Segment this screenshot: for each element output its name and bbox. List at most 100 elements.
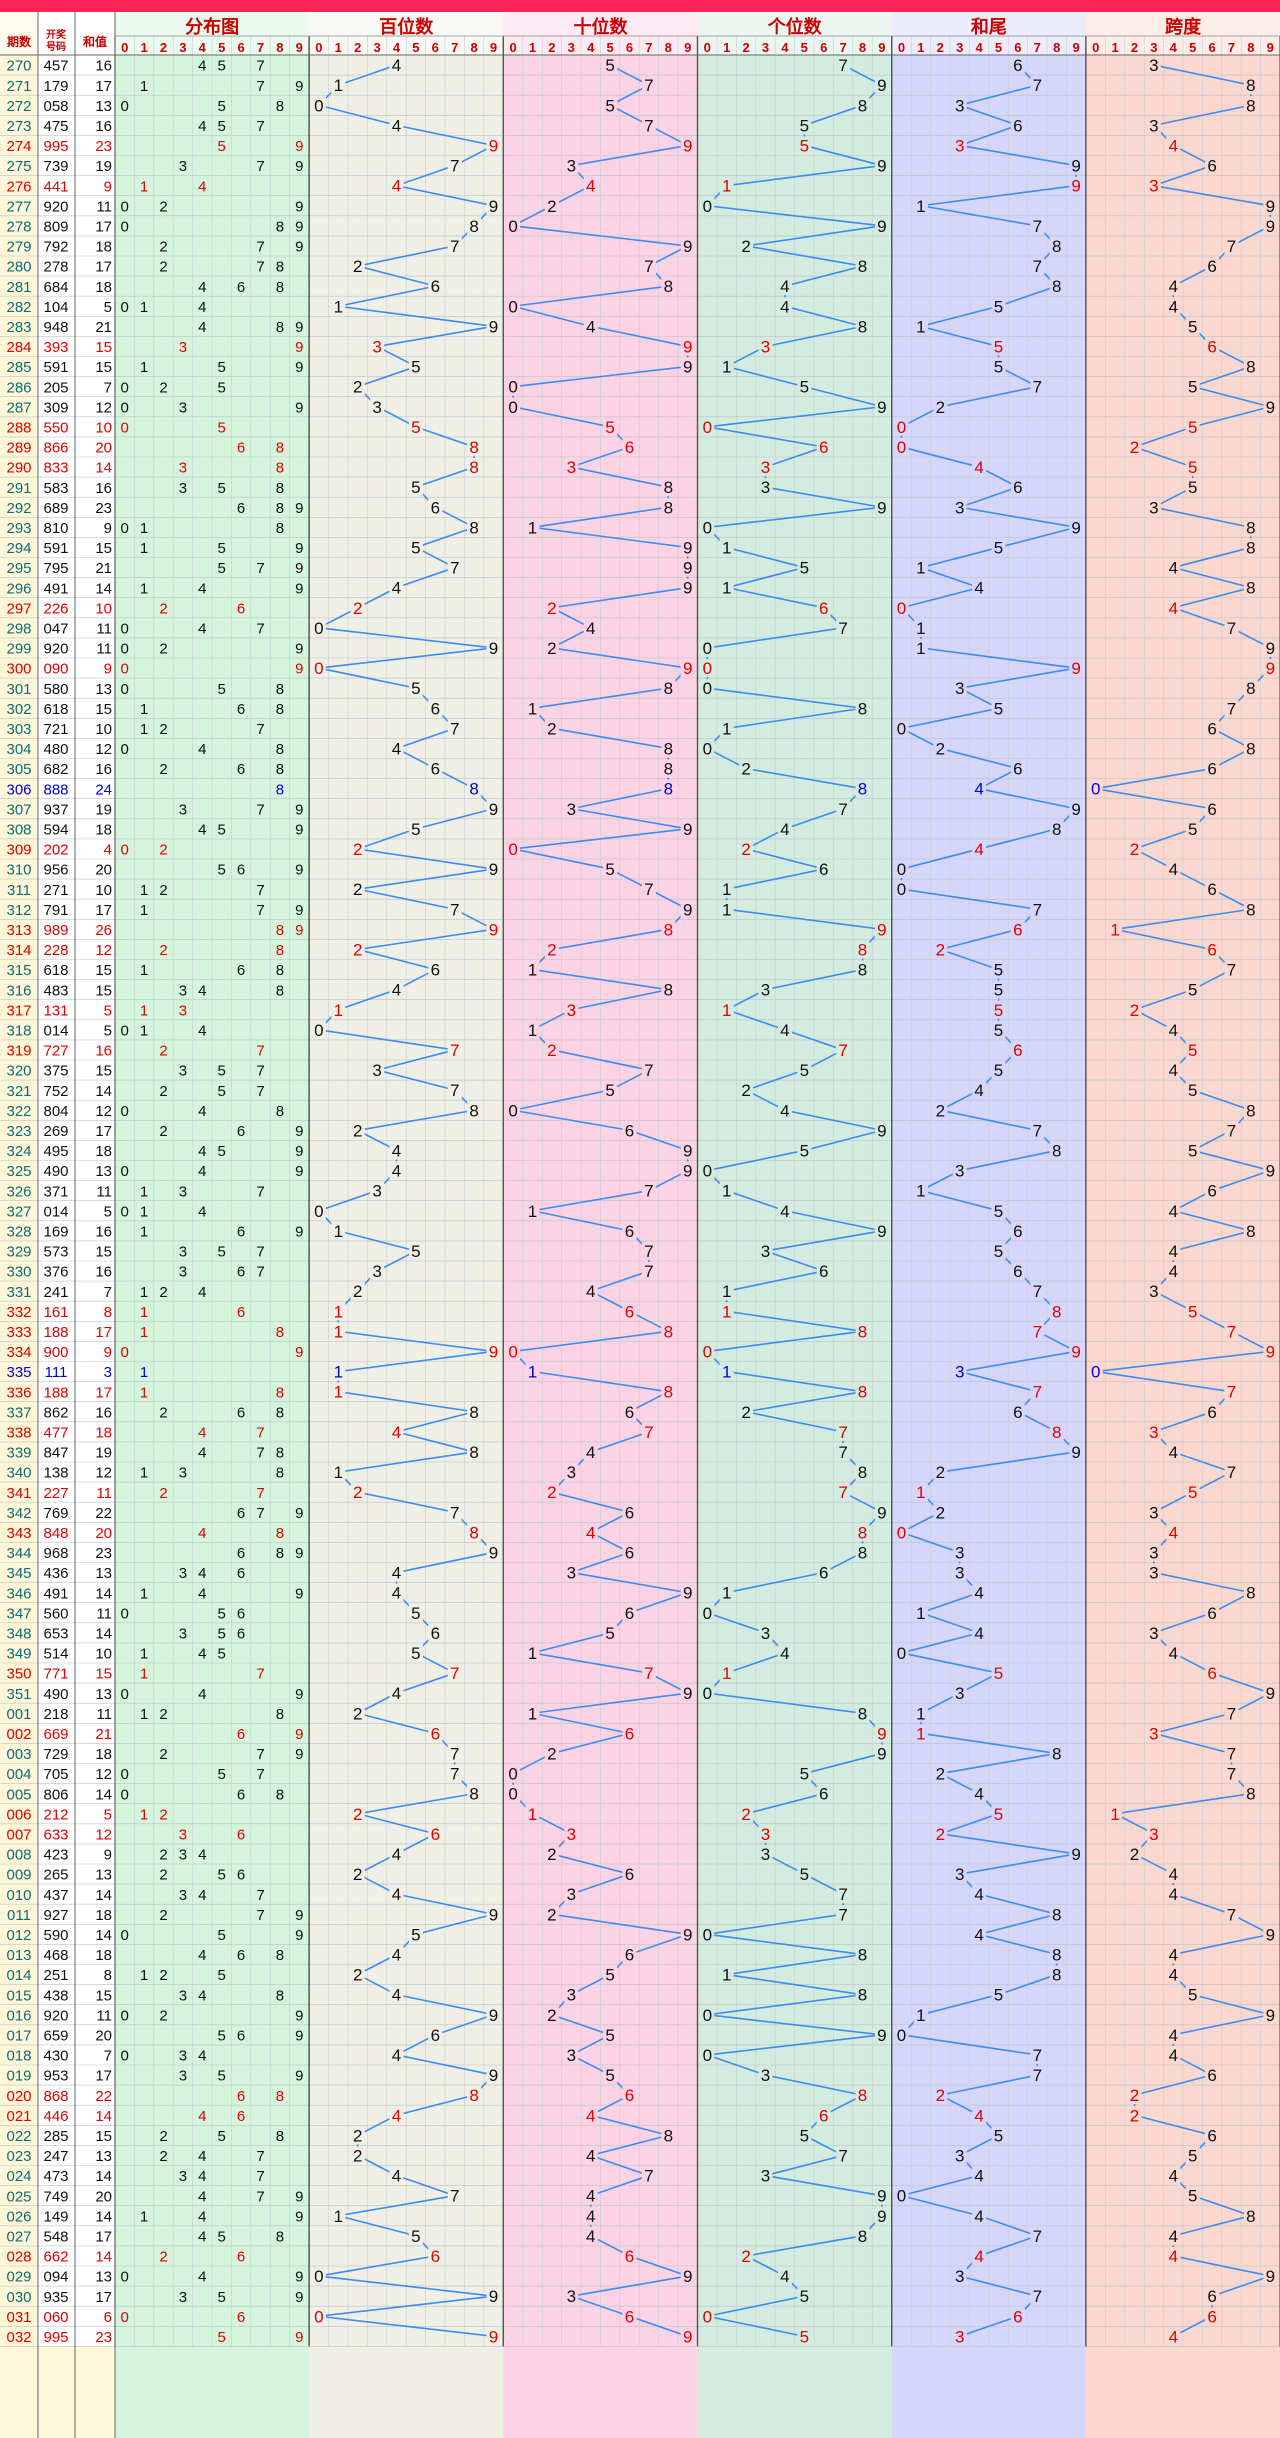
trend-mark-bg	[428, 498, 443, 517]
trend-mark-bg	[389, 578, 404, 597]
dist-mark: 9	[295, 821, 303, 838]
dist-mark: 1	[140, 1022, 148, 1039]
trend-mark-bg	[1205, 1181, 1220, 1200]
trend-mark-bg	[836, 56, 851, 75]
dist-mark: 8	[276, 1384, 284, 1401]
trend-mark: 8	[664, 1322, 673, 1341]
trend-mark-bg	[680, 900, 695, 919]
trend-mark-bg	[661, 759, 676, 778]
trend-mark: 4	[1169, 1202, 1178, 1221]
trend-mark: 4	[586, 317, 595, 336]
period-cell: 277	[6, 198, 31, 215]
trend-mark-bg	[622, 1221, 637, 1240]
period-cell: 304	[6, 741, 31, 758]
trend-mark: 9	[877, 920, 886, 939]
period-cell: 331	[6, 1284, 31, 1301]
draw-cell: 580	[43, 681, 68, 698]
panel-title-2: 十位数	[574, 16, 629, 37]
dist-mark: 9	[295, 1927, 303, 1944]
trend-mark-bg	[855, 1543, 870, 1562]
grid	[0, 12, 1280, 2438]
trend-mark-bg	[855, 2226, 870, 2245]
trend-mark: 2	[936, 1503, 945, 1522]
dist-mark: 1	[140, 721, 148, 738]
dist-mark: 9	[295, 198, 303, 215]
trend-mark: 4	[974, 1081, 983, 1100]
trend-mark-bg	[836, 1905, 851, 1924]
trend-mark-bg	[1127, 1000, 1142, 1019]
draw-cell: 436	[43, 1565, 68, 1582]
trend-mark-bg	[564, 2045, 579, 2064]
period-cell: 301	[6, 681, 31, 698]
period-cell: 274	[6, 138, 31, 155]
trend-mark-bg	[855, 1463, 870, 1482]
panel-0-digit-3: 3	[179, 40, 186, 55]
panel-4-digit-7: 7	[1034, 40, 1041, 55]
trend-mark-bg	[661, 779, 676, 798]
trend-mark: 2	[353, 1966, 362, 1985]
sum-cell: 7	[104, 2048, 112, 2065]
trend-mark: 2	[353, 1704, 362, 1723]
trend-mark: 0	[703, 1925, 712, 1944]
trend-mark-bg	[389, 1844, 404, 1863]
dist-mark: 8	[276, 480, 284, 497]
trend-mark: 4	[780, 1021, 789, 1040]
trend-mark-bg	[758, 1241, 773, 1260]
panel-4-digit-0: 0	[898, 40, 905, 55]
trend-mark: 6	[431, 699, 440, 718]
dist-mark: 1	[140, 882, 148, 899]
dist-mark: 3	[179, 480, 187, 497]
trend-mark-bg	[758, 1824, 773, 1843]
dist-mark: 3	[179, 1987, 187, 2004]
trend-mark: 4	[1169, 2247, 1178, 2266]
sum-cell: 16	[95, 1264, 112, 1281]
draw-cell: 888	[43, 781, 68, 798]
trend-mark-bg	[1243, 739, 1258, 758]
trend-mark-bg	[564, 156, 579, 175]
trend-mark: 0	[703, 639, 712, 658]
dist-mark: 7	[256, 1424, 264, 1441]
trend-mark: 5	[1188, 1041, 1197, 1060]
trend-mark: 2	[353, 880, 362, 899]
dist-mark: 9	[295, 922, 303, 939]
trend-mark-bg	[544, 940, 559, 959]
draw-cell: 669	[43, 1726, 68, 1743]
trend-mark-bg	[855, 699, 870, 718]
sum-cell: 7	[104, 379, 112, 396]
trend-mark-bg	[467, 1523, 482, 1542]
trend-mark-bg	[1263, 196, 1278, 215]
trend-mark-bg	[1010, 1402, 1025, 1421]
draw-cell: 446	[43, 2108, 68, 2125]
trend-mark-bg	[311, 659, 326, 678]
draw-cell: 131	[43, 1002, 68, 1019]
period-cell: 315	[6, 962, 31, 979]
trend-mark-bg	[603, 860, 618, 879]
trend-mark: 2	[741, 1403, 750, 1422]
dist-mark: 3	[179, 2168, 187, 2185]
dist-mark: 9	[295, 218, 303, 235]
trend-mark: 3	[567, 1986, 576, 2005]
trend-mark-bg	[1263, 1684, 1278, 1703]
trend-mark-bg	[855, 1945, 870, 1964]
draw-cell: 935	[43, 2289, 68, 2306]
trend-mark-bg	[1010, 1262, 1025, 1281]
trend-mark: 5	[605, 1624, 614, 1643]
sum-cell: 16	[95, 118, 112, 135]
trend-mark-bg	[1224, 1382, 1239, 1401]
trend-mark-bg	[389, 1985, 404, 2004]
trend-mark-bg	[874, 216, 889, 235]
trend-mark: 1	[722, 1966, 731, 1985]
trend-mark-bg	[758, 1844, 773, 1863]
trend-mark-bg	[1205, 1664, 1220, 1683]
trend-mark: 3	[761, 1624, 770, 1643]
draw-cell: 188	[43, 1384, 68, 1401]
trend-mark: 9	[489, 2066, 498, 2085]
trend-mark: 8	[858, 317, 867, 336]
trend-mark: 8	[1246, 679, 1255, 698]
trend-mark-bg	[311, 1201, 326, 1220]
dist-mark: 3	[179, 1264, 187, 1281]
trend-mark: 8	[1052, 237, 1061, 256]
trend-mark-bg	[331, 1221, 346, 1240]
dist-mark: 8	[276, 1786, 284, 1803]
trend-mark-bg	[389, 116, 404, 135]
